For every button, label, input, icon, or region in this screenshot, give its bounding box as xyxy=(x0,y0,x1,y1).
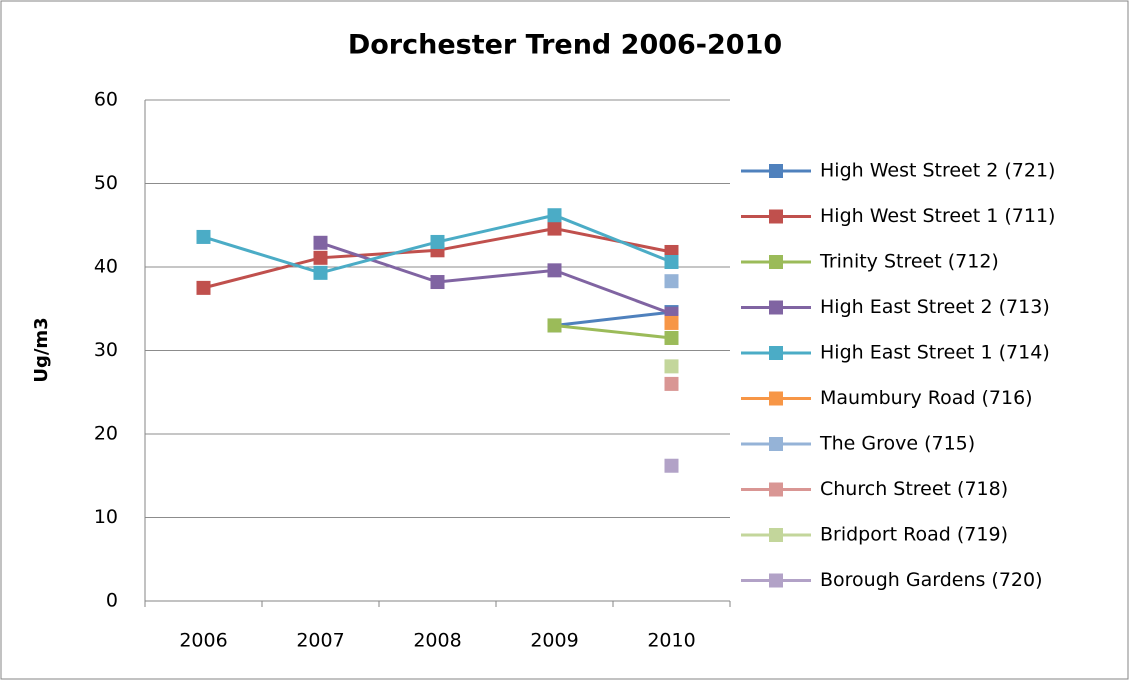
data-point xyxy=(664,254,679,269)
x-tick-label: 2008 xyxy=(413,630,461,652)
legend-marker xyxy=(769,528,783,542)
data-point xyxy=(547,318,562,333)
y-tick-label: 50 xyxy=(94,172,118,194)
legend-label: Maumbury Road (716) xyxy=(820,387,1033,409)
data-point xyxy=(313,250,328,265)
legend-label: The Grove (715) xyxy=(819,433,975,455)
series-line xyxy=(320,241,673,316)
series-line xyxy=(554,310,672,327)
y-tick-label: 30 xyxy=(94,339,118,361)
data-point xyxy=(547,221,562,236)
data-point xyxy=(664,274,679,289)
data-point xyxy=(664,376,679,391)
data-point xyxy=(547,263,562,278)
legend-marker xyxy=(769,255,783,269)
legend-marker xyxy=(769,573,783,588)
data-point xyxy=(196,229,211,244)
data-point xyxy=(664,359,679,374)
legend-marker xyxy=(769,482,783,497)
legend-marker xyxy=(769,437,783,451)
legend-marker xyxy=(769,164,783,178)
data-point xyxy=(430,275,445,290)
legend-label: Bridport Road (719) xyxy=(820,524,1008,546)
x-tick-label: 2009 xyxy=(530,630,578,652)
y-tick-label: 10 xyxy=(94,506,118,528)
data-point xyxy=(547,208,562,223)
legend-label: Church Street (718) xyxy=(820,478,1008,500)
x-tick-label: 2006 xyxy=(179,630,227,652)
x-tick-label: 2007 xyxy=(296,630,344,652)
data-point xyxy=(664,458,679,473)
legend-label: Trinity Street (712) xyxy=(819,251,999,273)
data-point xyxy=(664,330,679,345)
y-tick-label: 60 xyxy=(94,89,118,111)
y-tick-label: 0 xyxy=(106,590,118,612)
data-point xyxy=(313,265,328,280)
legend-marker xyxy=(769,391,783,406)
x-tick-label: 2010 xyxy=(647,630,695,652)
legend-label: High West Street 1 (711) xyxy=(820,205,1055,227)
y-axis-label: Ug/m3 xyxy=(31,317,52,382)
legend-marker xyxy=(769,300,783,315)
legend-marker xyxy=(769,209,783,224)
data-point xyxy=(313,235,328,250)
legend-label: High West Street 2 (721) xyxy=(820,160,1055,182)
y-tick-label: 40 xyxy=(94,256,118,278)
data-point xyxy=(196,280,211,295)
legend-label: High East Street 2 (713) xyxy=(820,296,1050,318)
legend-label: Borough Gardens (720) xyxy=(820,569,1043,591)
legend-label: High East Street 1 (714) xyxy=(820,342,1050,364)
chart-title: Dorchester Trend 2006-2010 xyxy=(348,30,782,61)
data-point xyxy=(430,234,445,249)
data-point xyxy=(664,315,679,330)
y-tick-label: 20 xyxy=(94,423,118,445)
legend-marker xyxy=(769,346,783,360)
series-line xyxy=(554,323,672,340)
